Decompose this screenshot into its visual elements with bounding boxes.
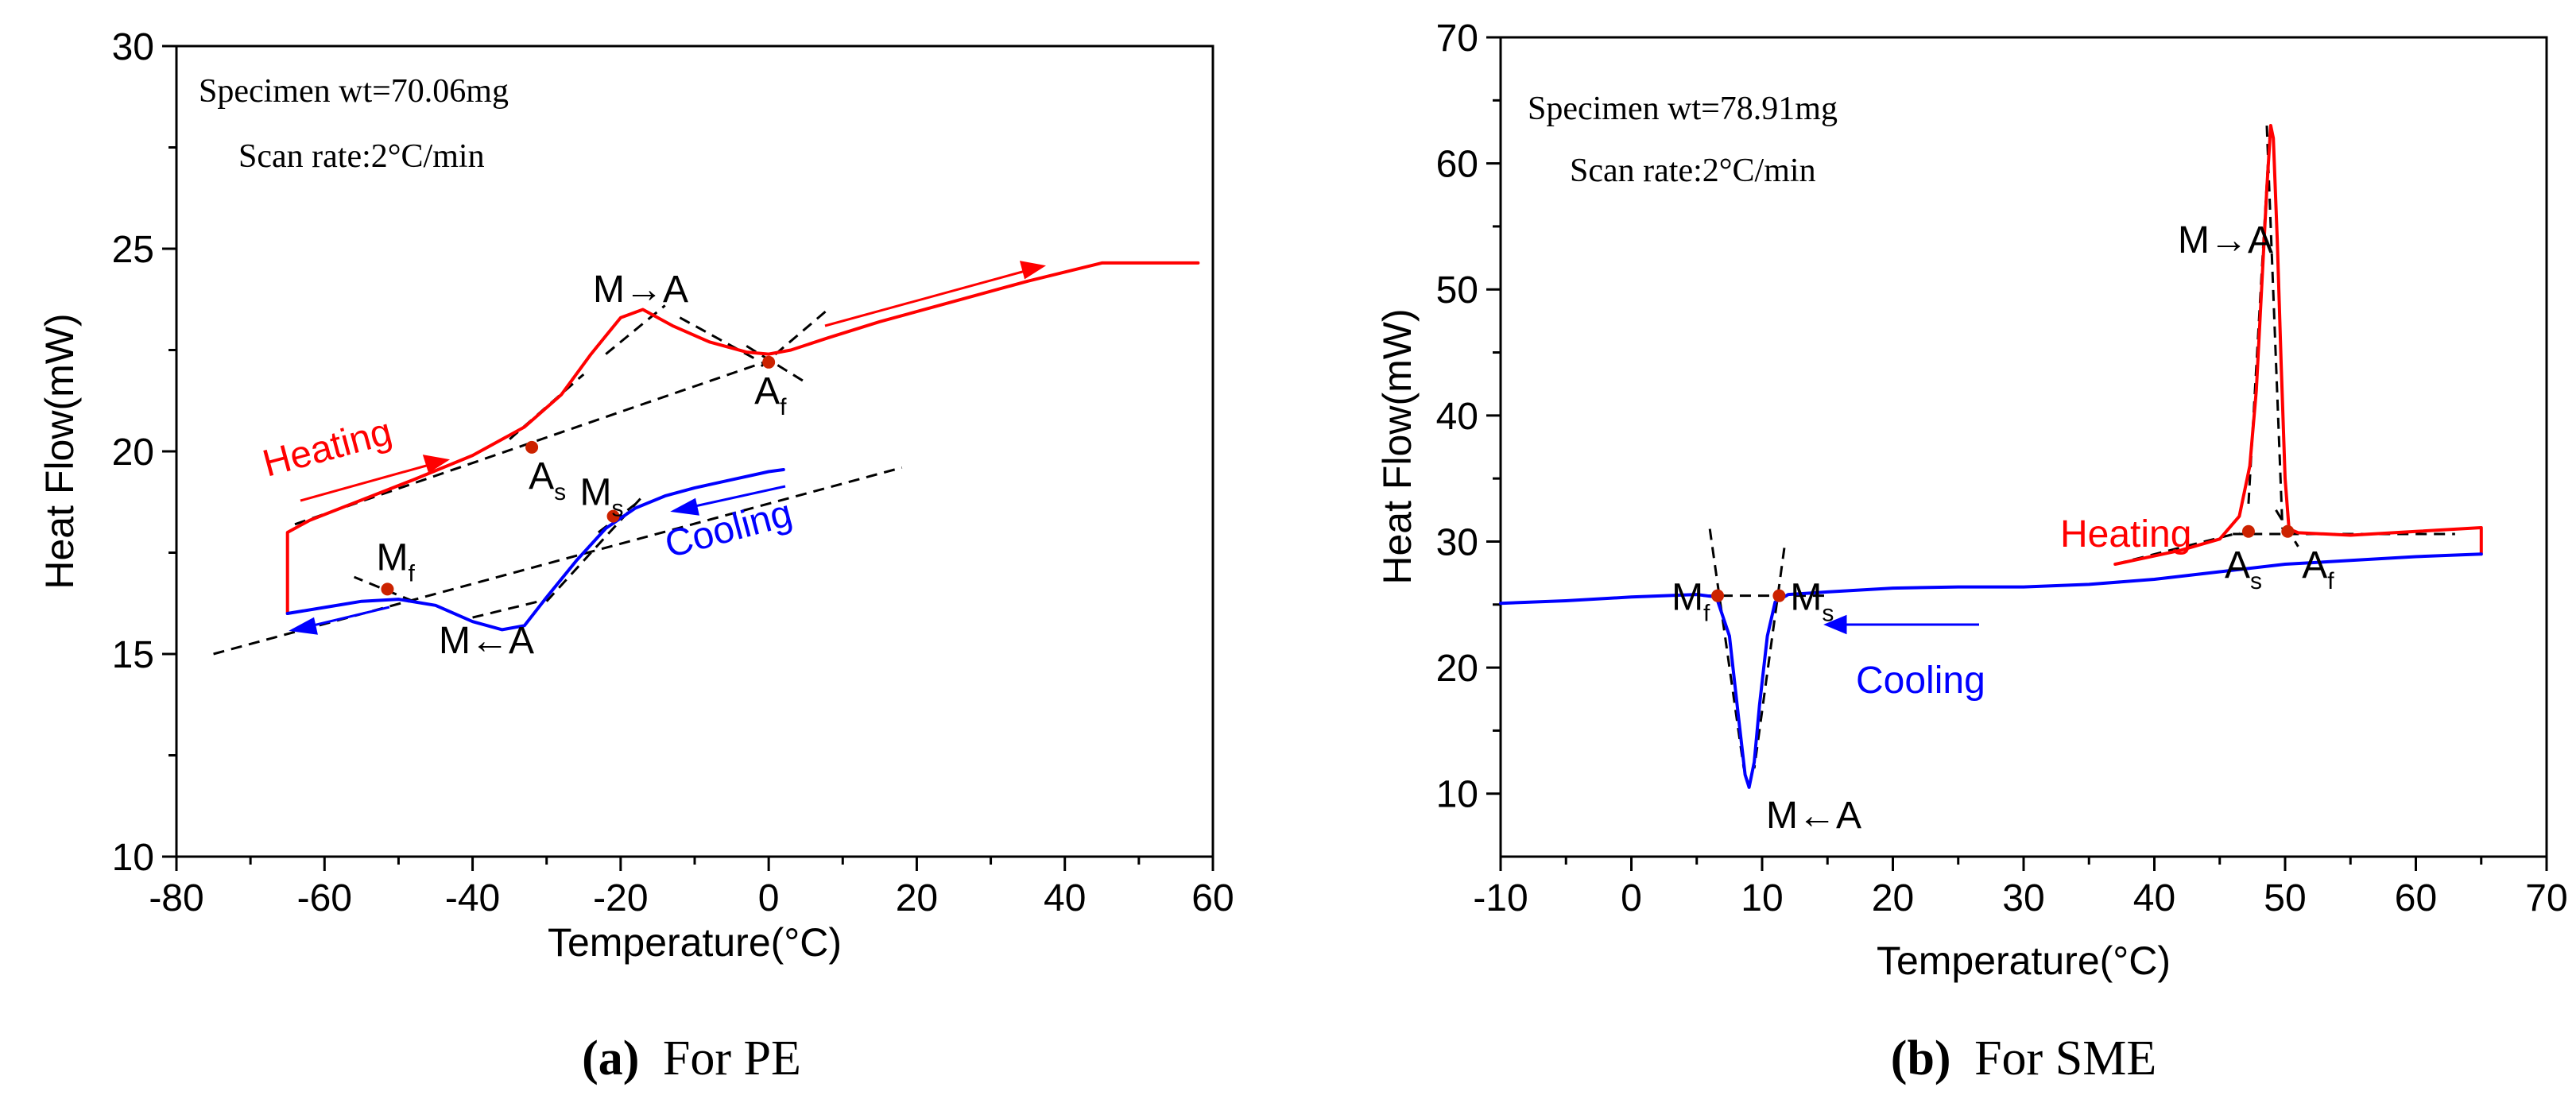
panel-b-marker-label: Ms <box>1790 577 1834 627</box>
panel-a-y-tick-label: 30 <box>112 26 154 68</box>
panel-b-dashed-tangent-line <box>1708 528 1745 769</box>
panel-b-ticks: -10 0 10 20 30 40 50 60 70 10 20 30 40 50 60 70 <box>1436 17 2568 919</box>
panel-b-y-axis-label: Heat Flow(mW) <box>1375 308 1420 584</box>
panel-b-x-axis-label: Temperature(°C) <box>1877 938 2171 983</box>
panel-b-marker-label: As <box>2225 544 2262 594</box>
panel-a-markers: As Af Ms Mf <box>376 355 787 596</box>
panel-b-marker-mf <box>1711 589 1725 602</box>
panel-a-marker-ms <box>606 509 620 523</box>
panel-a-marker-af <box>762 355 776 369</box>
panel-b-marker-label: Mf <box>1671 577 1710 627</box>
panel-a-x-tick-label: 60 <box>1191 877 1234 919</box>
panel-a-dashed-tangent-line <box>746 345 807 384</box>
panel-b-x-tick-label: 10 <box>1741 877 1783 919</box>
panel-b-x-tick-label: 50 <box>2264 877 2306 919</box>
panel-b-scan-rate: Scan rate:2°C/min <box>1570 153 1816 189</box>
panel-a-caption-text: For PE <box>663 1031 801 1085</box>
panel-b-marker-af <box>2281 524 2295 538</box>
panel-a-series <box>285 261 1200 632</box>
panel-a-y-tick-label: 15 <box>112 634 154 676</box>
panel-a-caption-label: (a) <box>582 1031 639 1085</box>
panel-b-series <box>1499 124 2483 789</box>
panel-b-y-tick-label: 70 <box>1436 17 1478 60</box>
panel-a-marker-label: Mf <box>376 536 415 586</box>
panel-a-marker-mf <box>381 582 394 596</box>
panel-b-x-tick-label: 0 <box>1621 877 1642 919</box>
panel-b-caption-text: For SME <box>1974 1031 2156 1085</box>
panel-a-x-tick-label: -80 <box>149 877 203 919</box>
panel-b-y-tick-label: 50 <box>1436 269 1478 312</box>
panel-b-cooling-label: Cooling <box>1856 660 1985 702</box>
panel-b-y-tick-label: 30 <box>1436 521 1478 563</box>
panel-b-specimen-weight: Specimen wt=78.91mg <box>1528 91 1838 127</box>
panel-b-dashed-guides <box>1702 125 2455 769</box>
panel-a-cooling-arrow-lower <box>289 606 390 635</box>
panel-a-x-tick-label: 20 <box>896 877 938 919</box>
panel-a-annotation-m-to-a-heating: M→A <box>593 269 688 311</box>
panel-b-series-heating-line <box>2113 124 2483 566</box>
panel-b-x-tick-label: 20 <box>1872 877 1914 919</box>
panel-a-marker-label: Ms <box>580 472 624 522</box>
panel-a-dashed-tangent-line <box>353 575 414 603</box>
panel-a-series-cooling-line <box>285 468 785 632</box>
panel-a-heating-label: Heating <box>258 411 397 486</box>
panel-a-cooling-arrow-upper <box>670 485 786 516</box>
panel-a-marker-label: As <box>529 455 566 505</box>
panel-b-y-tick-label: 40 <box>1436 396 1478 438</box>
panel-b-x-tick-label: 60 <box>2395 877 2437 919</box>
panel-a-y-axis-label: Heat Flow(mW) <box>37 313 82 589</box>
panel-a-dashed-tangent-line <box>509 373 585 440</box>
panel-a-x-axis-label: Temperature(°C) <box>548 920 842 965</box>
panel-b-x-tick-label: -10 <box>1473 877 1528 919</box>
panel-a-ticks: -80 -60 -40 -20 0 20 40 60 10 15 20 25 30 <box>112 26 1234 919</box>
panel-b-annotation-m-to-a-heating: M→A <box>2178 219 2273 261</box>
panel-b-x-tick-label: 70 <box>2525 877 2567 919</box>
panel-b-caption-label: (b) <box>1891 1031 1951 1085</box>
panel-a-specimen-weight: Specimen wt=70.06mg <box>199 73 509 110</box>
panel-a-x-tick-label: -20 <box>593 877 648 919</box>
panel-a-x-tick-label: 0 <box>758 877 780 919</box>
panel-b-series-cooling-line <box>1499 552 2483 789</box>
panel-a-heating-arrow-lower <box>300 455 451 502</box>
panel-b-y-tick-label: 10 <box>1436 774 1478 816</box>
panel-a-y-tick-label: 20 <box>112 431 154 474</box>
panel-b-y-tick-label: 20 <box>1436 648 1478 690</box>
panel-a-caption: (a) For PE <box>582 1031 801 1085</box>
panel-b-cooling-arrow <box>1823 614 1979 635</box>
panel-a-marker-as <box>525 440 539 454</box>
panel-a-dashed-tangent-line <box>294 357 777 526</box>
panel-a-x-tick-label: 40 <box>1044 877 1086 919</box>
panel-a-dashed-tangent-line <box>679 316 755 360</box>
panel-a-series-heating-line <box>285 261 1200 615</box>
panel-b-dashed-tangent-line <box>1753 548 1786 769</box>
panel-b-sme: -10 0 10 20 30 40 50 60 70 10 20 30 40 50 60 70 Mf Ms As A… <box>1375 17 2568 1085</box>
panel-b-marker-as <box>2241 524 2255 538</box>
panel-b-marker-ms <box>1772 589 1786 602</box>
panel-a-x-tick-label: -40 <box>445 877 500 919</box>
panel-a-scan-rate: Scan rate:2°C/min <box>238 138 485 175</box>
panel-a-marker-label: Af <box>754 370 787 420</box>
panel-a-heating-arrow-upper <box>824 261 1047 327</box>
panel-b-x-tick-label: 40 <box>2133 877 2175 919</box>
panel-a-y-tick-label: 10 <box>112 837 154 879</box>
panel-a-y-tick-label: 25 <box>112 229 154 271</box>
panel-a-dashed-tangent-line <box>605 304 666 355</box>
panel-a-pe: -80 -60 -40 -20 0 20 40 60 10 15 20 25 30 As Af Ms Mf S… <box>37 26 1234 1085</box>
panel-b-y-tick-label: 60 <box>1436 144 1478 186</box>
panel-b-annotation-m-from-a-cooling: M←A <box>1766 795 1861 837</box>
panel-b-dashed-tangent-line <box>2265 125 2284 529</box>
panel-b-caption: (b) For SME <box>1891 1031 2156 1085</box>
panel-a-dashed-tangent-line <box>760 308 829 368</box>
panel-a-x-tick-label: -60 <box>297 877 352 919</box>
panel-a-dashed-tangent-line <box>472 600 540 619</box>
panel-b-heating-label: Heating <box>2060 513 2191 555</box>
panel-a-annotation-m-from-a-cooling: M←A <box>439 620 534 662</box>
panel-b-marker-label: Af <box>2302 544 2334 594</box>
panel-b-x-tick-label: 30 <box>2002 877 2044 919</box>
panel-a-cooling-label: Cooling <box>660 492 796 566</box>
panel-b-markers: Mf Ms As Af <box>1671 524 2334 627</box>
